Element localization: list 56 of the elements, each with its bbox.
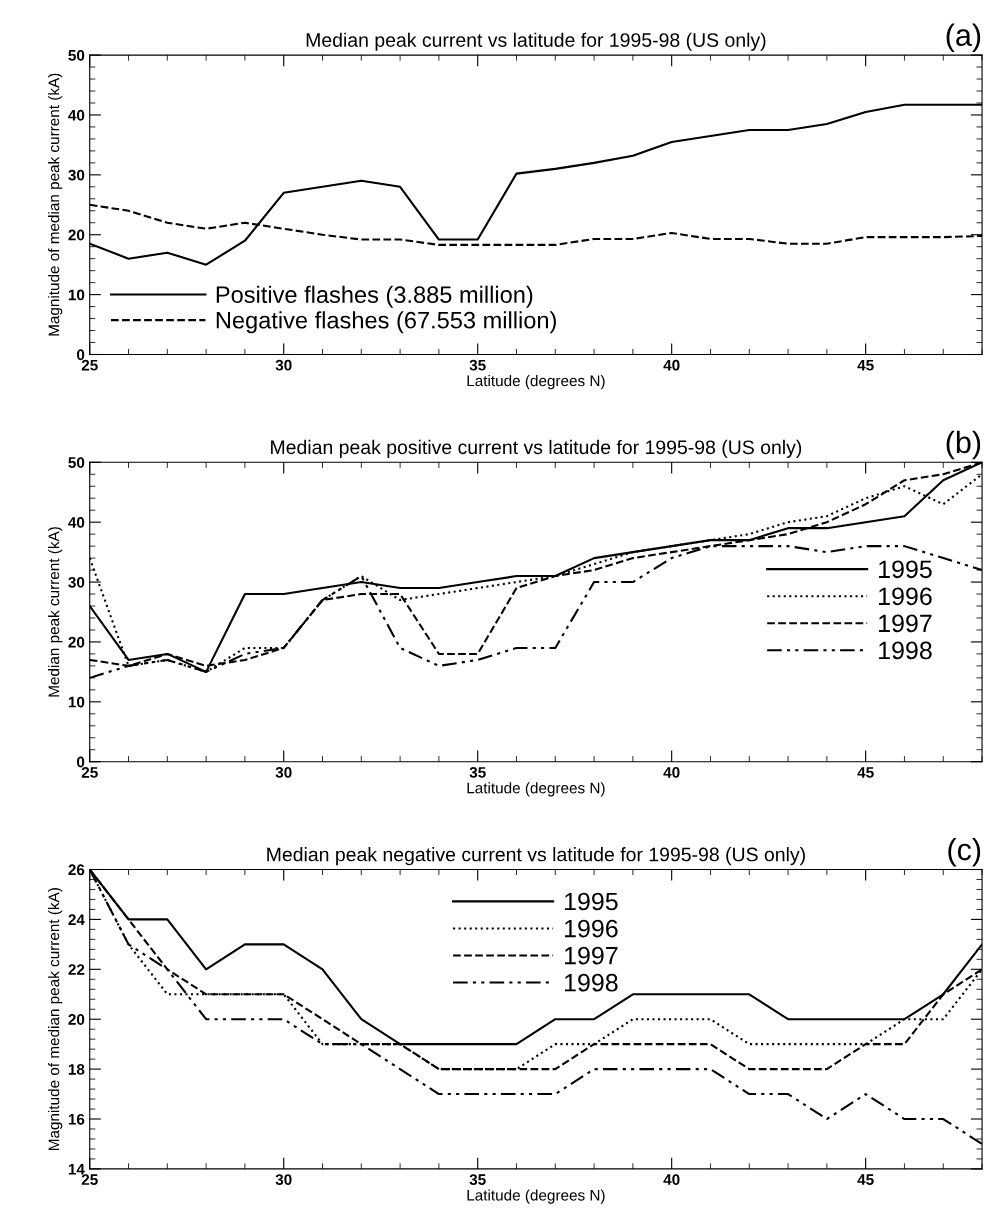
legend-label: 1998 xyxy=(564,973,618,992)
legend-label: 1997 xyxy=(564,946,618,965)
y-tick-label: 16 xyxy=(68,1113,85,1125)
legend-label: 1997 xyxy=(879,614,932,633)
y-tick-label: 30 xyxy=(68,576,85,588)
y-tick-label: 26 xyxy=(68,864,85,876)
text: (a) xyxy=(946,23,981,53)
x-axis-title: Latitude (degrees N) xyxy=(467,1189,605,1204)
x-tick-label: 25 xyxy=(81,1174,98,1185)
y-tick-label: 20 xyxy=(68,636,85,648)
y-axis-title: Median peak current (kA) xyxy=(48,527,63,697)
x-tick-label: 25 xyxy=(81,766,98,778)
x-tick-label: 30 xyxy=(275,359,292,371)
y-tick-label: 20 xyxy=(68,229,85,241)
x-tick-label: 30 xyxy=(275,1174,292,1186)
y-tick-label: 22 xyxy=(68,964,85,975)
legend-label: 1995 xyxy=(879,560,932,579)
y-tick-label: 10 xyxy=(68,696,85,708)
x-tick-label: 35 xyxy=(469,766,486,778)
x-tick-label: 40 xyxy=(663,1174,680,1185)
y-tick-label: 10 xyxy=(68,289,85,301)
legend-label: 1996 xyxy=(564,919,618,938)
y-axis-title: Magnitude of median peak current (kA) xyxy=(48,888,63,1150)
x-tick-label: 35 xyxy=(469,1174,486,1186)
y-tick-label: 24 xyxy=(68,914,85,925)
y-tick-label: 40 xyxy=(68,109,85,121)
legend-label: 1995 xyxy=(564,892,618,911)
x-tick-label: 45 xyxy=(857,1174,874,1185)
legend-label: 1996 xyxy=(879,587,932,606)
x-tick-label: 45 xyxy=(857,767,874,778)
x-tick-label: 35 xyxy=(469,359,486,371)
x-axis-title: Latitude (degrees N) xyxy=(467,374,605,390)
y-axis-title: Magnitude of median peak current (kA) xyxy=(48,73,63,336)
chart-title: Median peak positive current vs latitude for 1995-98 (US only) xyxy=(271,439,802,458)
legend-label: 1998 xyxy=(879,641,932,660)
y-tick-label: 50 xyxy=(68,457,85,468)
x-tick-label: 40 xyxy=(663,359,680,371)
y-tick-label: 40 xyxy=(68,517,85,528)
x-tick-label: 40 xyxy=(663,766,680,778)
x-tick-label: 45 xyxy=(857,359,874,371)
y-tick-label: 14 xyxy=(68,1163,85,1175)
x-tick-label: 30 xyxy=(275,766,292,778)
legend-label: Negative flashes (67.553 million) xyxy=(216,311,556,334)
y-tick-label: 20 xyxy=(68,1014,85,1025)
chart-title: Median peak current vs latitude for 1995-98 (US only) xyxy=(306,32,766,51)
y-tick-label: 30 xyxy=(68,169,85,181)
text: (b) xyxy=(946,430,981,460)
y-tick-label: 0 xyxy=(76,349,85,361)
y-tick-label: 0 xyxy=(76,756,85,768)
x-axis-title: Latitude (degrees N) xyxy=(467,782,605,797)
y-tick-label: 18 xyxy=(68,1063,85,1075)
legend-label: Positive flashes (3.885 million) xyxy=(216,285,533,308)
y-tick-label: 50 xyxy=(68,49,85,61)
chart-title: Median peak negative current vs latitude for 1995-98 (US only) xyxy=(267,847,805,866)
x-tick-label: 25 xyxy=(81,359,98,371)
text: (c) xyxy=(948,838,981,867)
